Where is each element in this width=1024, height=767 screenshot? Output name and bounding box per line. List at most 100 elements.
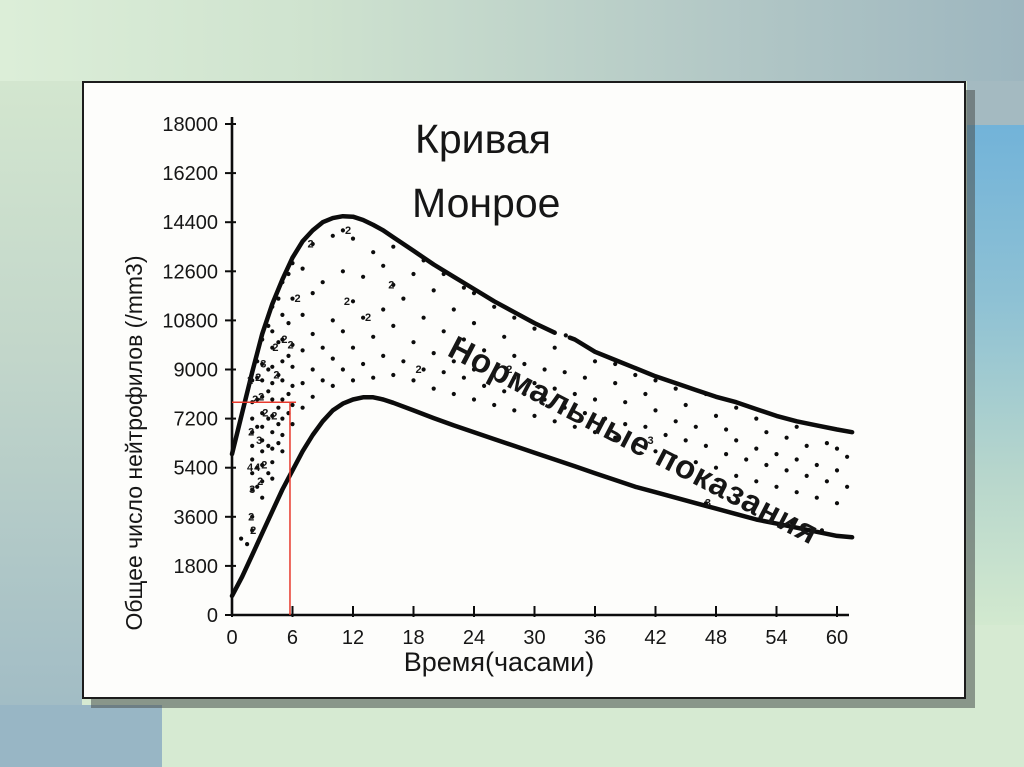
data-point <box>250 514 255 519</box>
data-point <box>260 361 265 367</box>
data-point <box>794 457 799 462</box>
data-point <box>441 329 446 334</box>
data-point <box>310 394 315 399</box>
data-point <box>250 487 255 492</box>
data-point <box>290 422 295 427</box>
multiplicity-label: 3 <box>647 435 653 447</box>
multiplicity-label: 2 <box>281 334 287 346</box>
data-point <box>592 359 598 364</box>
data-point <box>340 228 345 233</box>
y-tick-label: 9000 <box>174 359 219 381</box>
data-point <box>300 348 305 353</box>
data-point <box>441 271 446 277</box>
data-point <box>663 432 668 438</box>
monroe-chart-figure: 0180036005400720090001080012600144001620… <box>121 114 855 677</box>
right-blue-strip <box>967 125 1024 625</box>
data-point <box>431 351 436 356</box>
data-point <box>421 367 426 372</box>
multiplicity-label: 2 <box>258 391 264 403</box>
data-point <box>461 337 466 342</box>
data-point <box>266 389 271 394</box>
data-point <box>492 370 497 375</box>
data-point <box>255 359 260 364</box>
x-axis-label: Время(часами) <box>404 647 594 677</box>
data-point <box>371 334 376 339</box>
data-point <box>774 484 779 489</box>
data-point <box>290 383 295 388</box>
data-point <box>613 435 618 440</box>
data-point <box>391 282 396 287</box>
data-point <box>300 312 305 317</box>
data-point <box>613 381 618 386</box>
data-point <box>673 419 678 424</box>
data-point <box>441 370 446 375</box>
data-point <box>471 291 477 296</box>
data-point <box>592 397 598 402</box>
chart-panel: 0 1800 3600 5400 7200 9000 10800 12600 14400 1620… <box>82 81 966 699</box>
multiplicity-label: 2 <box>248 427 254 439</box>
data-point <box>260 337 265 342</box>
data-point <box>522 391 527 397</box>
data-point <box>320 280 325 285</box>
x-tick-label: 6 <box>287 627 298 649</box>
y-tick-label: 0 <box>207 605 218 627</box>
data-point <box>633 441 638 446</box>
data-point <box>623 422 628 427</box>
data-point <box>411 378 416 383</box>
upper_envelope-curve <box>229 213 557 457</box>
data-point <box>542 397 547 402</box>
y-tick-label: 5400 <box>174 458 219 480</box>
multiplicity-label: 2 <box>287 339 293 351</box>
data-point <box>653 408 658 413</box>
left-gradient-band <box>0 81 82 767</box>
multiplicity-label: 3 <box>260 359 266 371</box>
data-point <box>276 340 281 345</box>
data-point <box>361 274 366 279</box>
data-point <box>814 462 819 468</box>
x-tick-label: 54 <box>765 627 787 649</box>
data-point <box>653 378 658 383</box>
data-point <box>401 359 406 364</box>
multiplicity-label: 2 <box>252 394 258 406</box>
x-tick-label: 12 <box>342 627 364 649</box>
data-point <box>280 449 285 454</box>
data-point <box>693 460 698 465</box>
data-point <box>552 386 557 391</box>
data-point <box>250 378 255 383</box>
data-point <box>280 397 285 402</box>
multiplicity-label: 2 <box>262 408 268 420</box>
data-point <box>280 432 285 438</box>
data-point <box>361 315 366 320</box>
data-point <box>286 271 291 277</box>
lower_envelope-curve <box>229 395 855 599</box>
data-point <box>512 315 517 320</box>
data-point <box>270 381 275 386</box>
data-point <box>784 435 789 440</box>
data-point <box>270 430 275 435</box>
data-point <box>266 471 271 476</box>
multiplicity-label: 2 <box>248 511 254 523</box>
data-point <box>653 449 658 454</box>
data-point <box>451 307 456 312</box>
data-point <box>300 405 305 410</box>
data-point <box>592 430 598 435</box>
data-point <box>673 454 678 459</box>
y-tick-label: 14400 <box>162 212 218 234</box>
data-point <box>340 367 345 372</box>
data-point <box>280 359 285 364</box>
data-point <box>582 375 587 380</box>
data-point <box>276 422 281 427</box>
multiplicity-label: 2 <box>344 296 350 308</box>
data-point <box>703 501 709 506</box>
top-gradient-band <box>0 0 1024 81</box>
multiplicity-label: 2 <box>261 460 267 472</box>
data-point <box>492 402 497 408</box>
data-point <box>451 359 456 364</box>
data-point <box>266 416 271 421</box>
data-point <box>270 397 275 402</box>
data-point <box>276 441 281 446</box>
data-point <box>260 479 265 484</box>
data-point <box>255 465 260 470</box>
data-point <box>286 353 291 358</box>
data-point <box>824 441 830 446</box>
